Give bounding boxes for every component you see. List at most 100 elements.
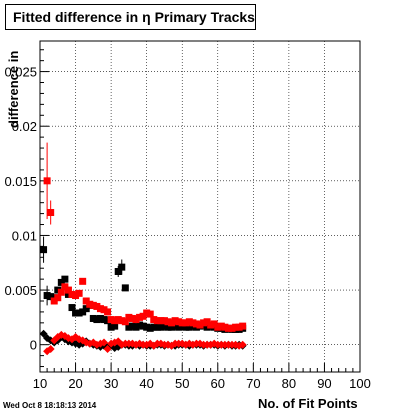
data-point <box>182 319 190 327</box>
data-point <box>40 246 48 254</box>
data-point <box>217 322 225 330</box>
data-point <box>43 292 51 300</box>
data-point <box>153 317 161 325</box>
data-point <box>189 319 197 327</box>
x-tick-label: 50 <box>175 376 189 391</box>
y-tick-label: 0.02 <box>12 119 37 134</box>
data-point <box>224 324 232 332</box>
data-point <box>107 323 115 331</box>
x-tick-label: 20 <box>68 376 82 391</box>
data-point <box>157 317 165 325</box>
data-point <box>111 322 119 330</box>
data-point <box>111 317 119 325</box>
data-point <box>89 314 97 322</box>
data-point <box>160 322 168 330</box>
data-point <box>93 316 101 324</box>
data-point <box>136 313 144 321</box>
data-point <box>107 316 115 324</box>
data-point <box>153 323 161 331</box>
data-point <box>100 306 108 314</box>
data-point <box>171 322 179 330</box>
data-point <box>96 314 104 322</box>
data-point <box>57 288 65 296</box>
data-point <box>214 323 222 331</box>
data-point <box>103 345 112 354</box>
y-tick-label: 0.01 <box>12 228 37 243</box>
y-tick-label: 0.015 <box>4 174 37 189</box>
y-tick-label: 0 <box>30 338 37 353</box>
data-point <box>238 340 247 349</box>
data-point <box>104 308 112 316</box>
data-point <box>143 323 151 331</box>
data-point <box>121 318 129 326</box>
data-point <box>143 309 151 317</box>
data-point <box>175 323 183 331</box>
data-point <box>132 323 140 331</box>
data-point <box>125 323 133 331</box>
data-point <box>47 293 55 301</box>
data-point <box>82 297 90 305</box>
data-point <box>235 323 243 331</box>
axes: 10 20 30 40 50 60 70 80 90 100 0 0.005 0.01 0.015 0.02… <box>4 49 371 391</box>
data-point <box>207 321 215 329</box>
y-tick-label: 0.025 <box>4 65 37 80</box>
data-point <box>57 278 65 286</box>
data-point <box>132 316 140 324</box>
data-point <box>168 319 176 327</box>
data-point <box>68 290 76 298</box>
data-point <box>125 313 133 321</box>
data-point <box>182 323 190 331</box>
grid <box>40 41 360 372</box>
chart-title: Fitted difference in η Primary Tracks <box>5 4 256 30</box>
data-point <box>171 317 179 325</box>
data-point <box>47 209 55 217</box>
data-point <box>121 284 129 292</box>
data-point <box>79 308 87 316</box>
data-point <box>75 289 83 297</box>
x-tick-label: 80 <box>282 376 296 391</box>
series-4 <box>43 330 247 356</box>
data-point <box>200 319 208 327</box>
data-point <box>164 323 172 331</box>
data-point <box>139 312 147 320</box>
data-point <box>185 318 193 326</box>
data-point <box>139 322 147 330</box>
data-point <box>57 330 66 339</box>
data-point <box>178 319 186 327</box>
data-point <box>232 323 240 331</box>
data-point <box>157 323 165 331</box>
data-point <box>114 267 122 275</box>
data-point <box>50 297 58 305</box>
data-point <box>43 177 51 185</box>
data-point <box>118 317 126 325</box>
data-point <box>203 323 211 331</box>
data-point <box>75 309 83 317</box>
data-point <box>72 309 80 317</box>
data-point <box>93 302 101 310</box>
date-stamp: Wed Oct 8 18:18:13 2014 <box>3 401 97 410</box>
data-point <box>86 300 94 308</box>
data-point <box>68 304 76 312</box>
x-tick-label: 10 <box>33 376 47 391</box>
data-point <box>136 321 144 329</box>
data-point <box>61 275 69 283</box>
data-point <box>114 316 122 324</box>
data-point <box>64 290 72 298</box>
data-point <box>150 323 158 331</box>
y-tick-label: 0.005 <box>4 283 37 298</box>
data-point <box>100 316 108 324</box>
data-point <box>100 338 108 347</box>
data-point <box>192 320 200 328</box>
data-point <box>89 301 97 309</box>
data-point <box>61 283 69 291</box>
data-point <box>146 324 154 332</box>
x-axis-label: No. of Fit Points <box>258 396 358 411</box>
x-tick-label: 90 <box>317 376 331 391</box>
data-point <box>185 323 193 331</box>
data-point <box>168 323 176 331</box>
data-point <box>196 321 204 329</box>
data-point <box>79 277 87 285</box>
data-point <box>160 317 168 325</box>
data-point <box>164 318 172 326</box>
